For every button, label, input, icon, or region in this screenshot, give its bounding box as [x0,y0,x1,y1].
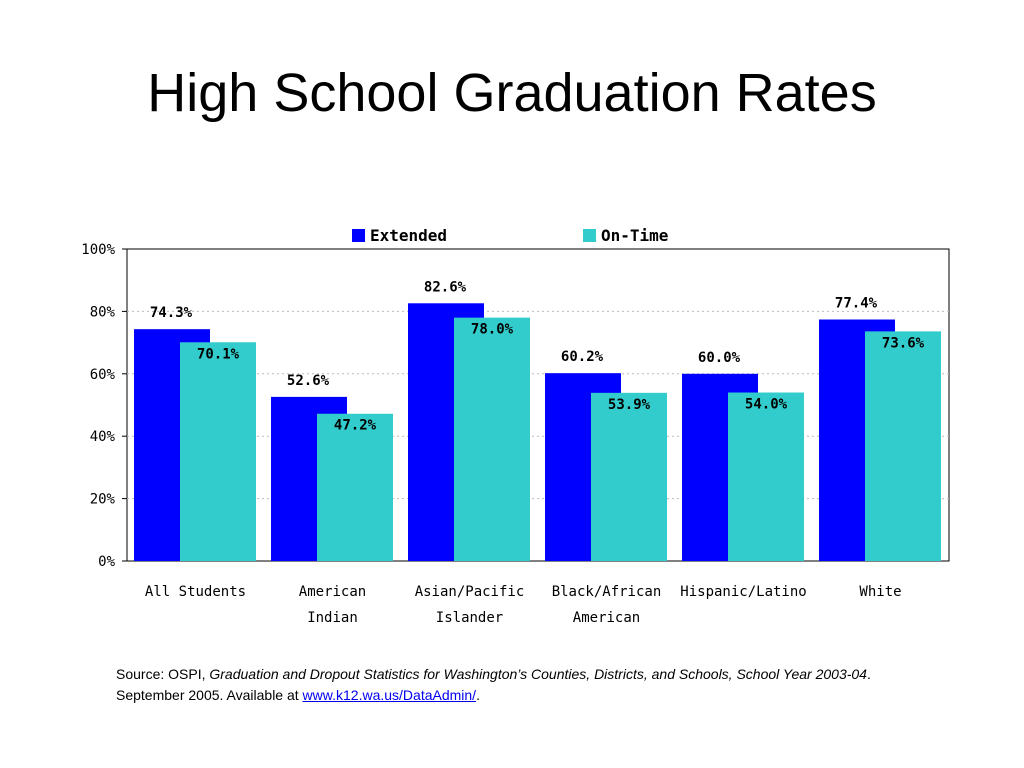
data-label: 60.2% [561,349,604,365]
source-suffix: . [476,687,480,703]
data-label: 54.0% [745,397,788,413]
y-tick-label: 40% [90,429,116,445]
bars [134,303,941,561]
x-category-label: Black/African [552,584,662,600]
x-category-label: All Students [145,584,246,600]
data-label: 52.6% [287,373,330,389]
data-label: 47.2% [334,418,377,434]
source-prefix: Source: OSPI, [116,666,210,682]
bar-on-time [454,317,530,561]
y-tick-label: 80% [90,304,116,320]
gridlines [127,310,949,500]
y-tick-label: 20% [90,492,116,508]
source-link[interactable]: www.k12.wa.us/DataAdmin/ [302,687,477,703]
bar-on-time [317,413,393,561]
data-label: 74.3% [150,305,193,321]
x-category-label: White [859,584,901,600]
y-tick-label: 100% [81,242,115,258]
data-label: 78.0% [471,322,514,338]
x-category-label: American [573,610,640,626]
source-publication: Graduation and Dropout Statistics for Wa… [209,666,867,682]
legend-swatch [583,229,596,242]
x-category-label: Indian [307,610,358,626]
y-tick-label: 0% [98,554,115,570]
x-category-label: Hispanic/Latino [680,584,806,600]
data-label: 60.0% [698,350,741,366]
y-axis-ticks: 0% 20% 40% 60% 80% 100% [81,242,127,570]
data-label: 82.6% [424,279,467,295]
legend-swatch [352,229,365,242]
legend-label: Extended [370,226,447,245]
y-tick-label: 60% [90,367,116,383]
data-labels: 74.3% 52.6% 82.6% 60.2% 60.0% 77.4% 70.1% 47.2%… [150,279,925,433]
bar-on-time [865,331,941,561]
x-category-label: American [299,584,366,600]
slide-title: High School Graduation Rates [147,63,877,123]
data-label: 53.9% [608,397,651,413]
x-category-label: Islander [436,610,503,626]
x-category-label: Asian/Pacific [415,584,525,600]
legend: Extended On-Time [352,226,668,245]
x-axis-categories: All Students American Indian Asian/Pacific I… [145,584,902,626]
bar-on-time [591,392,667,561]
source-note: Source: OSPI, Graduation and Dropout Sta… [116,664,936,706]
legend-label: On-Time [601,226,668,245]
data-label: 73.6% [882,335,925,351]
source-middle: . September 2005. Available at [116,666,871,703]
data-label: 77.4% [835,296,878,312]
bar-on-time [728,392,804,561]
bar-on-time [180,342,256,561]
plot-area [126,248,950,562]
data-label: 70.1% [197,346,240,362]
